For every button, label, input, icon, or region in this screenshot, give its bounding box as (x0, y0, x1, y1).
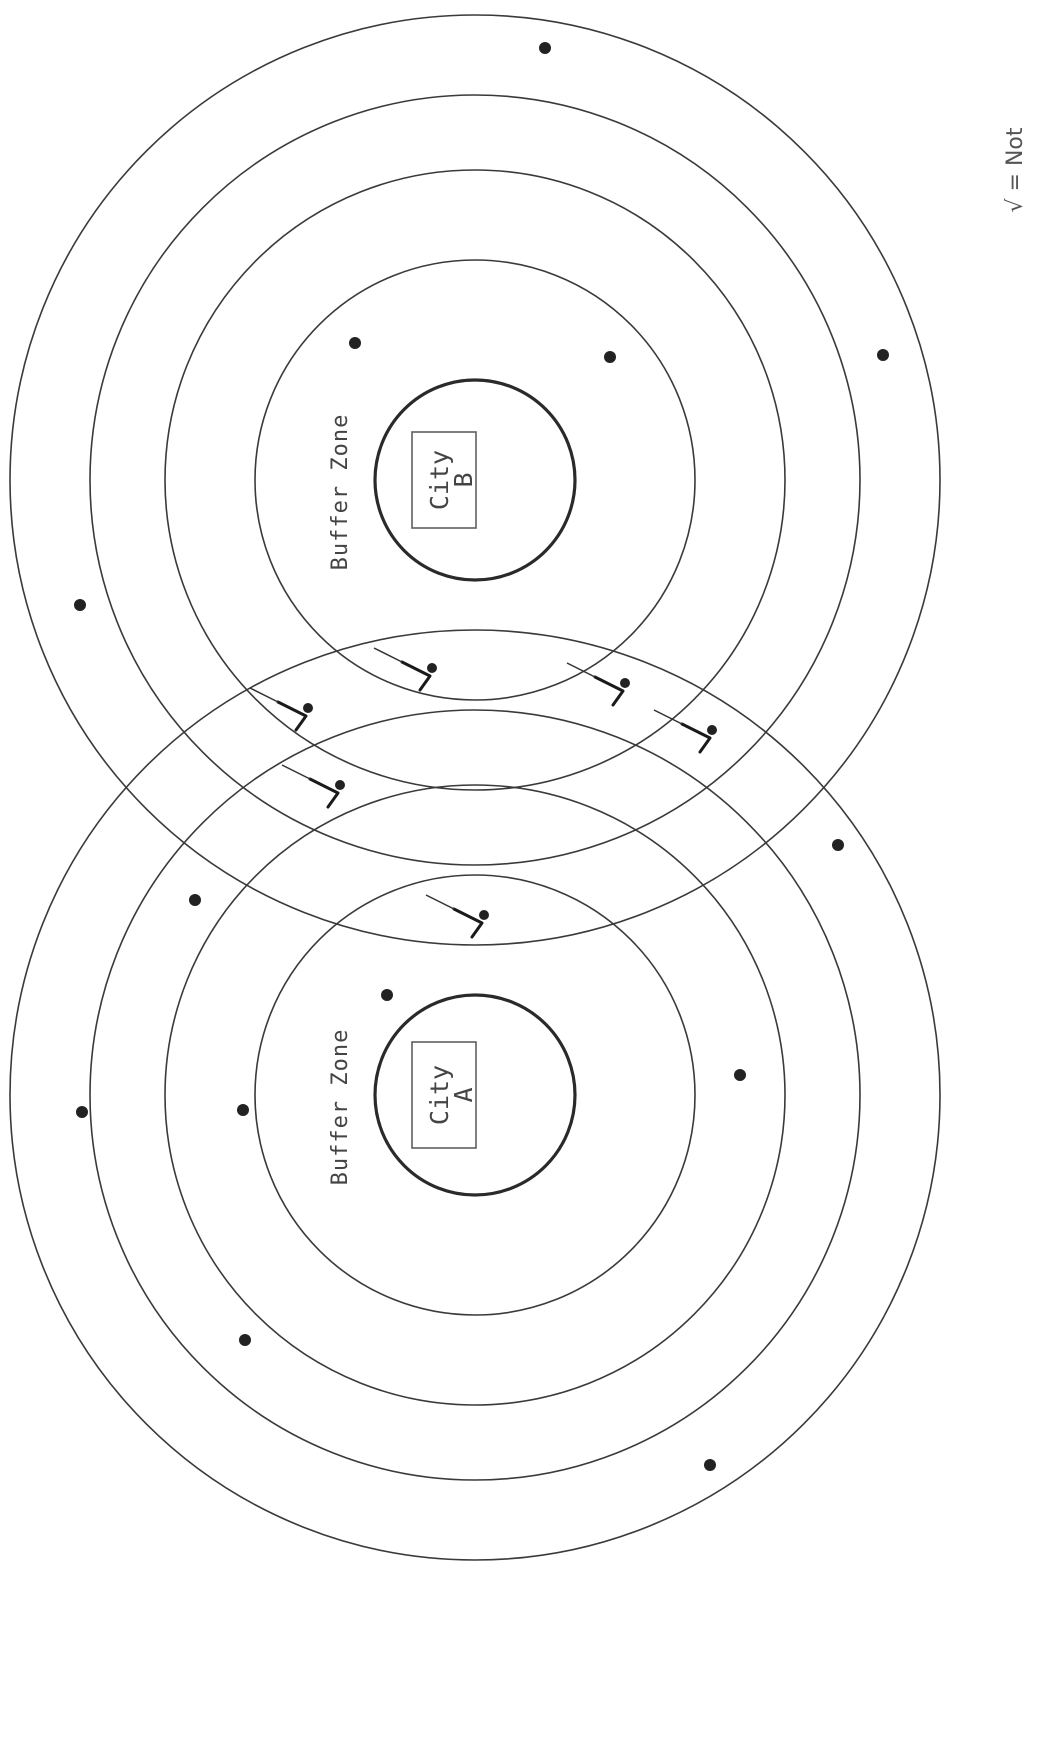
checked-site (653, 709, 717, 754)
checked-site (425, 894, 489, 939)
city-a-rings (9, 629, 941, 1561)
checked-site (373, 647, 437, 692)
checked-site (281, 764, 345, 809)
site-dot (237, 1104, 249, 1116)
site-dot (74, 599, 86, 611)
site-dot (734, 1069, 746, 1081)
city-a-letter: A (449, 1087, 478, 1102)
checked-site (249, 687, 313, 732)
site-dot (76, 1106, 88, 1118)
city-a-ring-4 (9, 629, 941, 1561)
city-a-ring-3 (89, 709, 861, 1481)
city-b-ring-3 (89, 94, 861, 866)
site-dot (877, 349, 889, 361)
city-b-boundary (373, 378, 577, 582)
city-b-rings (9, 14, 941, 946)
legend-partial: √ = Not (1003, 127, 1028, 212)
buffer-zone-label-a: Buffer Zone (328, 1029, 353, 1186)
svg-text:B: B (449, 472, 478, 487)
city-b-ring-1 (254, 259, 696, 701)
city-b-letter: B (449, 472, 478, 487)
site-dots (74, 42, 889, 1471)
city-b-ring-2 (164, 169, 786, 791)
site-dot (239, 1334, 251, 1346)
city-a-ring-1 (254, 874, 696, 1316)
city-a-ring-2 (164, 784, 786, 1406)
checked-site (566, 662, 630, 707)
checked-sites (249, 647, 717, 939)
city-a-box (411, 1041, 477, 1149)
city-b-box (411, 431, 477, 529)
city-a-label: City A (411, 1041, 478, 1149)
site-dot (189, 894, 201, 906)
site-dot (349, 337, 361, 349)
site-dot (381, 989, 393, 1001)
city-b-ring-4 (9, 14, 941, 946)
svg-text:City: City (425, 450, 454, 510)
svg-text:City: City (425, 1065, 454, 1125)
site-dot (704, 1459, 716, 1471)
city-a-boundary (373, 993, 577, 1197)
city-a-word: City (425, 1065, 454, 1125)
site-dot (604, 351, 616, 363)
svg-text:A: A (449, 1087, 478, 1102)
city-b-word: City (425, 450, 454, 510)
site-dot (539, 42, 551, 54)
site-dot (832, 839, 844, 851)
city-b-label: City B (411, 431, 478, 529)
buffer-zone-label-b: Buffer Zone (328, 414, 353, 571)
